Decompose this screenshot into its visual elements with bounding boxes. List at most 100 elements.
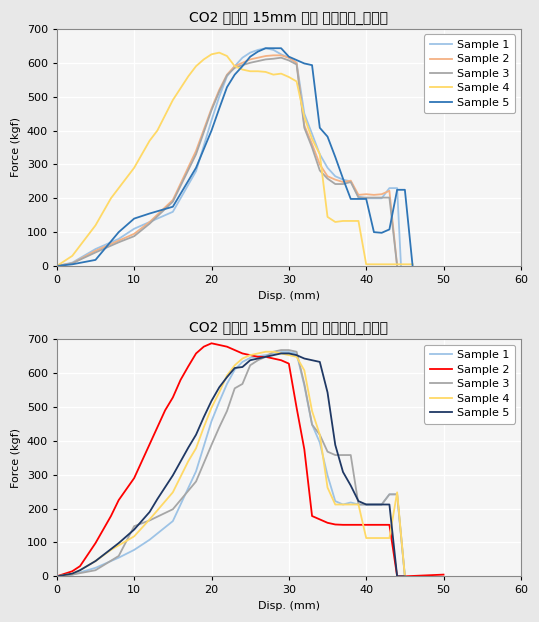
Sample 3 (224, 407, 230, 415)
Sample 2 (340, 179, 346, 186)
Legend: Sample 1, Sample 2, Sample 3, Sample 4, Sample 5: Sample 1, Sample 2, Sample 3, Sample 4, … (424, 34, 515, 113)
Sample 5 (316, 358, 323, 366)
Sample 2 (316, 160, 323, 168)
Sample 3 (255, 57, 261, 65)
Sample 2 (255, 353, 261, 361)
Sample 1 (239, 358, 246, 366)
Sample 4 (394, 488, 400, 496)
Sample 4 (286, 73, 292, 81)
Sample 3 (115, 552, 122, 560)
Sample 5 (216, 104, 223, 112)
Sample 5 (247, 356, 253, 364)
Sample 4 (262, 68, 269, 76)
Sample 2 (131, 230, 137, 238)
Sample 3 (378, 194, 385, 202)
Sample 3 (293, 61, 300, 68)
Sample 4 (208, 50, 215, 58)
Sample 4 (53, 262, 60, 270)
Sample 4 (378, 261, 385, 268)
Sample 4 (410, 261, 416, 268)
Sample 5 (309, 356, 315, 364)
Sample 5 (371, 228, 377, 236)
Sample 1 (386, 491, 392, 498)
Sample 5 (355, 195, 362, 203)
Sample 4 (332, 218, 338, 226)
Sample 1 (355, 193, 362, 200)
Sample 5 (247, 53, 253, 60)
Sample 1 (147, 218, 153, 226)
Sample 3 (309, 421, 315, 429)
Sample 2 (131, 475, 137, 482)
Sample 3 (53, 262, 60, 270)
Sample 3 (386, 194, 392, 202)
Sample 2 (255, 54, 261, 62)
Sample 4 (309, 135, 315, 142)
Sample 2 (69, 567, 75, 575)
Line: Sample 3: Sample 3 (57, 58, 397, 266)
Sample 4 (224, 52, 230, 60)
Sample 3 (247, 59, 253, 67)
X-axis label: Disp. (mm): Disp. (mm) (258, 290, 320, 300)
Sample 2 (208, 340, 215, 347)
Sample 1 (216, 93, 223, 100)
Sample 5 (410, 262, 416, 270)
Sample 4 (340, 217, 346, 225)
Sample 5 (255, 355, 261, 362)
Line: Sample 3: Sample 3 (57, 350, 405, 577)
Sample 1 (332, 498, 338, 505)
Sample 3 (231, 384, 238, 392)
Sample 1 (316, 151, 323, 158)
Sample 4 (394, 261, 400, 268)
Sample 1 (53, 573, 60, 580)
Sample 2 (371, 191, 377, 198)
Sample 4 (262, 348, 269, 356)
Sample 4 (69, 570, 75, 577)
Sample 3 (239, 380, 246, 388)
Sample 4 (231, 361, 238, 369)
Sample 1 (147, 536, 153, 544)
Sample 4 (239, 66, 246, 73)
Sample 1 (69, 571, 75, 578)
Sample 4 (77, 242, 83, 249)
Sample 3 (355, 501, 362, 508)
Sample 1 (255, 353, 261, 360)
Sample 1 (262, 45, 269, 52)
Sample 1 (286, 54, 292, 62)
Sample 4 (301, 113, 308, 121)
Sample 5 (193, 431, 199, 439)
Legend: Sample 1, Sample 2, Sample 3, Sample 4, Sample 5: Sample 1, Sample 2, Sample 3, Sample 4, … (424, 345, 515, 424)
Sample 3 (216, 88, 223, 95)
Sample 5 (224, 83, 230, 91)
Line: Sample 2: Sample 2 (57, 343, 444, 577)
Sample 4 (185, 73, 191, 80)
Sample 5 (255, 48, 261, 55)
Sample 4 (131, 164, 137, 172)
Sample 3 (53, 573, 60, 580)
Sample 2 (355, 521, 362, 529)
Sample 1 (378, 195, 385, 202)
Sample 2 (193, 350, 199, 357)
Sample 3 (301, 380, 308, 388)
Sample 3 (316, 167, 323, 174)
Sample 2 (262, 52, 269, 60)
Sample 4 (247, 351, 253, 359)
Sample 5 (262, 353, 269, 361)
Sample 5 (286, 53, 292, 60)
Sample 3 (286, 346, 292, 354)
Sample 2 (363, 521, 369, 529)
Sample 3 (115, 239, 122, 246)
Sample 1 (394, 491, 400, 498)
Sample 3 (378, 501, 385, 508)
Sample 1 (355, 501, 362, 508)
Sample 1 (316, 439, 323, 446)
Sample 4 (316, 151, 323, 158)
Sample 4 (208, 404, 215, 411)
Sample 4 (216, 49, 223, 57)
Line: Sample 2: Sample 2 (57, 55, 397, 266)
Sample 5 (363, 501, 369, 508)
Sample 2 (92, 539, 99, 547)
Sample 2 (216, 86, 223, 94)
Sample 2 (278, 356, 285, 364)
Sample 1 (363, 501, 369, 508)
Sample 1 (131, 225, 137, 233)
